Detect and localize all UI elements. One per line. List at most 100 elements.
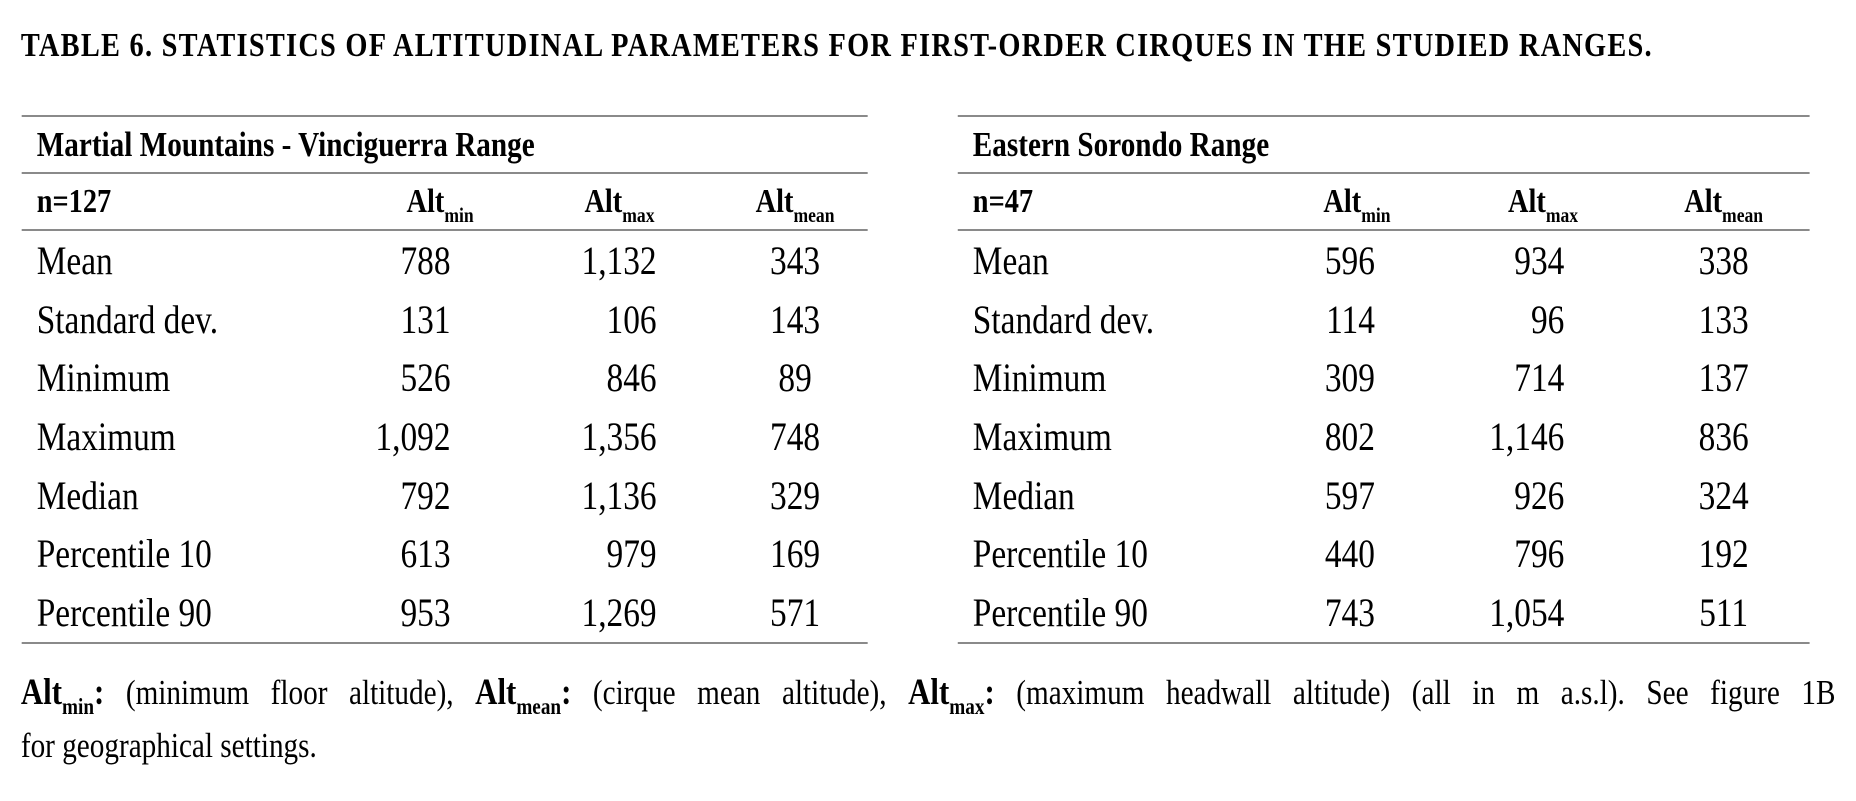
column-header-alt-max: Altmax <box>1448 183 1637 228</box>
cell-alt-mean: 89 <box>778 355 812 401</box>
stats-table-eastern-sorondo: Eastern Sorondo Range n=47 Altmin Altmax… <box>957 115 1810 644</box>
row-label: Standard dev. <box>972 296 1155 342</box>
cell-alt-mean: 343 <box>770 237 821 283</box>
row-label: Mean <box>36 237 113 283</box>
footnote-text: (maximum headwall altitude) (all in m a.… <box>994 673 1836 712</box>
cell-alt-mean: 137 <box>1698 355 1749 401</box>
row-label: Percentile 10 <box>36 531 212 577</box>
alt-base: Alt <box>1323 182 1362 220</box>
alt-subscript: mean <box>1722 203 1764 228</box>
cell-alt-min: 440 <box>1324 531 1375 577</box>
alt-subscript: min <box>1361 203 1391 228</box>
alt-subscript: min <box>444 203 474 228</box>
row-label: Percentile 90 <box>972 589 1148 635</box>
table-row: Maximum 802 1,146 836 <box>958 407 1810 466</box>
table-row: Maximum 1,092 1,356 748 <box>22 407 868 466</box>
cell-alt-min: 596 <box>1324 237 1375 283</box>
cell-alt-mean: 169 <box>770 531 821 577</box>
cell-alt-min: 597 <box>1324 472 1375 518</box>
cell-alt-max: 1,136 <box>581 472 657 518</box>
cell-alt-min: 526 <box>400 355 451 401</box>
cell-alt-max: 926 <box>1514 472 1565 518</box>
cell-alt-mean: 192 <box>1698 531 1749 577</box>
alt-subscript: min <box>62 694 95 720</box>
table-row: Percentile 90 743 1,054 511 <box>958 583 1810 642</box>
range-title-row: Martial Mountains - Vinciguerra Range <box>21 117 868 174</box>
cell-alt-min: 1,092 <box>375 413 451 459</box>
column-header-alt-mean: Altmean <box>1638 182 1810 228</box>
colon: : <box>561 672 572 713</box>
cell-alt-mean: 329 <box>770 472 821 518</box>
n-label: n=47 <box>972 182 1034 220</box>
alt-base: Alt <box>1684 182 1723 220</box>
cell-alt-min: 131 <box>400 296 451 342</box>
cell-alt-min: 792 <box>400 472 451 518</box>
cell-alt-min: 802 <box>1324 413 1375 459</box>
alt-subscript: mean <box>793 203 835 228</box>
alt-abbr: Alt <box>475 672 517 713</box>
cell-alt-max: 1,269 <box>581 589 657 635</box>
cell-alt-max: 1,146 <box>1489 413 1565 459</box>
alt-abbr: Alt <box>908 672 950 713</box>
column-header-alt-min: Altmin <box>364 182 517 228</box>
cell-alt-max: 979 <box>606 531 657 577</box>
row-label: Percentile 10 <box>972 531 1148 577</box>
cell-alt-min: 743 <box>1324 589 1375 635</box>
row-label: Median <box>972 472 1075 518</box>
table-row: Minimum 526 846 89 <box>22 348 868 407</box>
cell-alt-min: 953 <box>400 589 451 635</box>
alt-base: Alt <box>584 182 623 220</box>
row-label: Maximum <box>972 413 1112 459</box>
cell-alt-mean: 511 <box>1699 589 1749 635</box>
cell-alt-min: 114 <box>1326 296 1375 342</box>
table-row: Percentile 10 440 796 192 <box>958 524 1810 583</box>
cell-alt-mean: 836 <box>1698 413 1749 459</box>
cell-alt-mean: 748 <box>770 413 821 459</box>
table-row: Median 597 926 324 <box>958 466 1810 525</box>
cell-alt-min: 309 <box>1324 355 1375 401</box>
footnote-text: for geographical settings. <box>20 726 317 765</box>
alt-subscript: max <box>1545 203 1579 228</box>
header-row: n=47 Altmin Altmax Altmean <box>957 174 1810 231</box>
table-row: Mean 596 934 338 <box>958 231 1810 290</box>
table-caption: TABLE 6. STATISTICS OF ALTITUDINAL PARAM… <box>20 27 1653 64</box>
row-label: Median <box>36 472 139 518</box>
colon: : <box>94 672 105 713</box>
row-label: Maximum <box>36 413 176 459</box>
row-label: Minimum <box>972 355 1107 401</box>
colon: : <box>984 672 995 713</box>
row-label: Minimum <box>36 355 171 401</box>
cell-alt-max: 934 <box>1514 237 1565 283</box>
alt-subscript: mean <box>516 694 562 720</box>
table-row: Minimum 309 714 137 <box>958 348 1810 407</box>
cell-alt-mean: 338 <box>1698 237 1749 283</box>
range-title-row: Eastern Sorondo Range <box>957 117 1810 174</box>
cell-alt-max: 96 <box>1530 296 1565 342</box>
alt-base: Alt <box>755 182 794 220</box>
cell-alt-min: 613 <box>400 531 451 577</box>
row-label: Percentile 90 <box>36 589 212 635</box>
table-row: Percentile 10 613 979 169 <box>22 524 868 583</box>
alt-base: Alt <box>406 182 445 220</box>
cell-alt-mean: 324 <box>1698 472 1749 518</box>
table-row: Standard dev. 131 106 143 <box>22 290 868 349</box>
header-row: n=127 Altmin Altmax Altmean <box>21 174 868 231</box>
range-title: Eastern Sorondo Range <box>972 124 1270 164</box>
cell-alt-min: 788 <box>400 237 451 283</box>
row-label: Standard dev. <box>36 296 219 342</box>
cell-alt-max: 714 <box>1514 355 1565 401</box>
column-header-alt-mean: Altmean <box>723 182 868 228</box>
stats-table-martial-vinciguerra: Martial Mountains - Vinciguerra Range n=… <box>21 115 868 644</box>
column-header-alt-min: Altmin <box>1266 182 1449 228</box>
footnote-text: (minimum floor altitude), <box>104 673 476 712</box>
cell-alt-max: 1,356 <box>581 413 657 459</box>
alt-subscript: max <box>622 203 655 228</box>
alt-abbr: Alt <box>20 672 63 713</box>
table-row: Median 792 1,136 329 <box>22 466 868 525</box>
alt-subscript: max <box>949 694 985 720</box>
cell-alt-max: 106 <box>606 296 657 342</box>
table-row: Mean 788 1,132 343 <box>22 231 868 290</box>
cell-alt-max: 1,054 <box>1489 589 1565 635</box>
cell-alt-max: 846 <box>606 355 657 401</box>
